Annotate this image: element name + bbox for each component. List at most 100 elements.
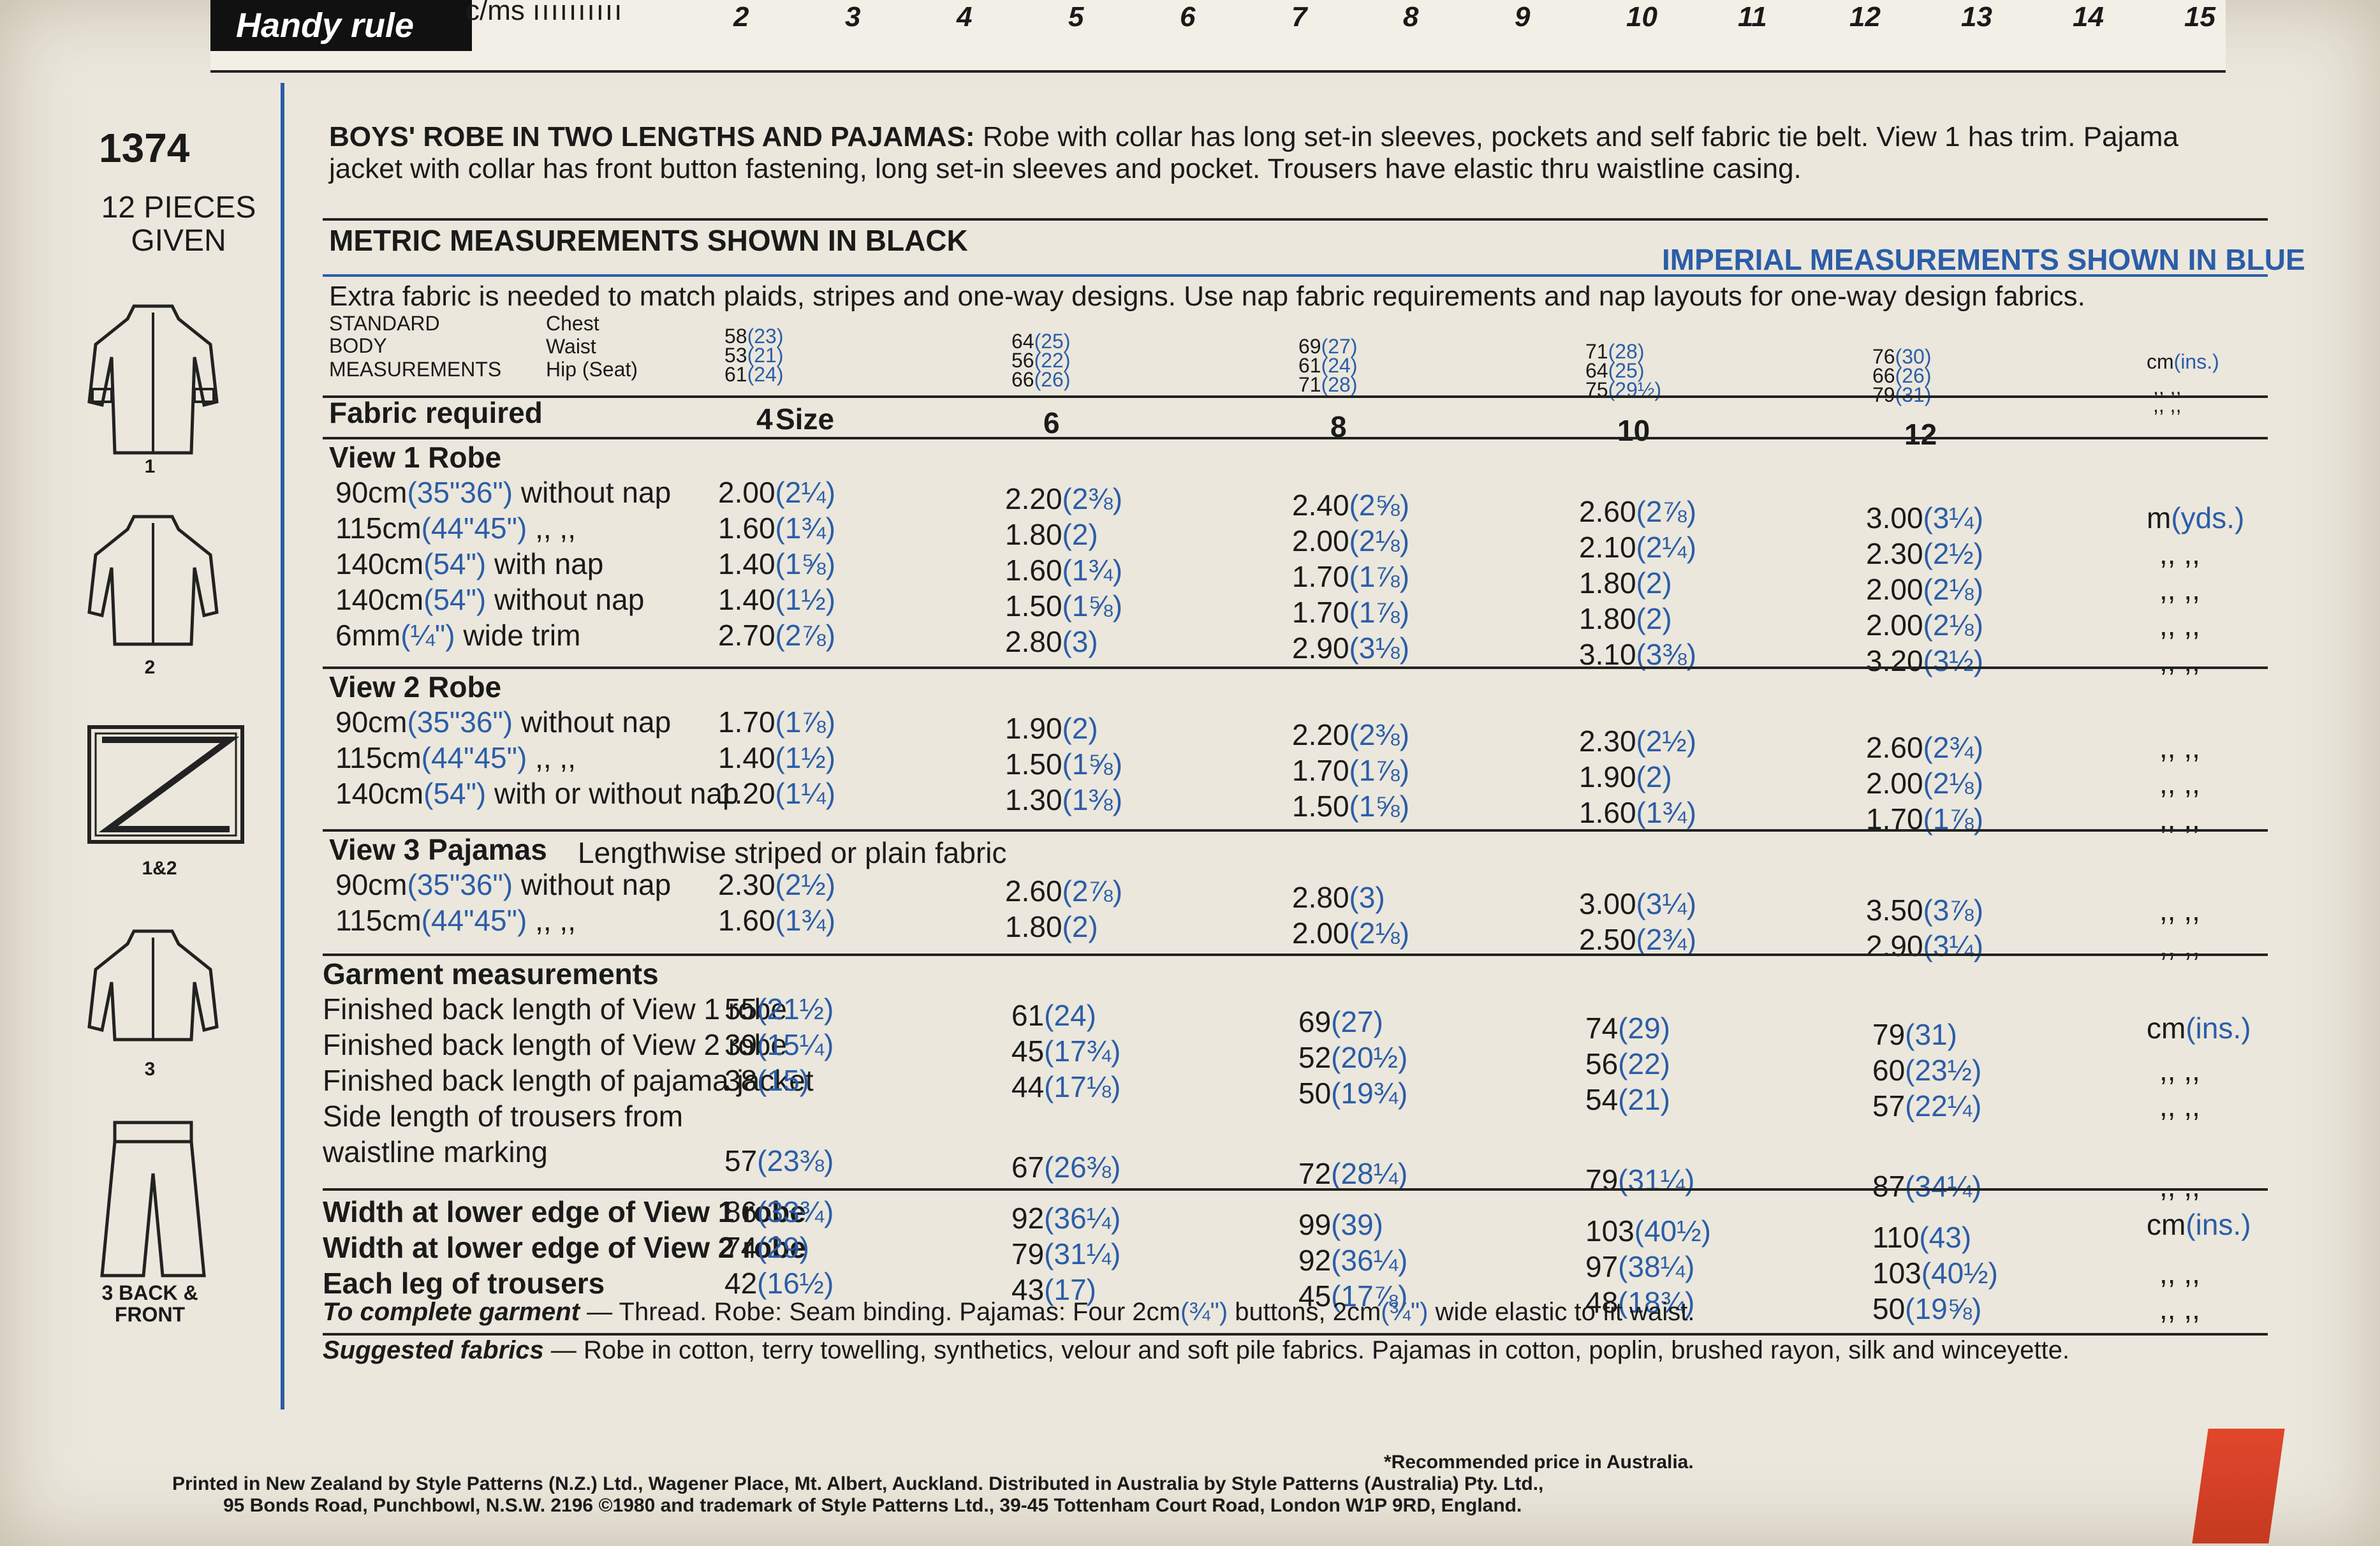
fabric-cell-yds: (1⅞) xyxy=(1349,596,1410,629)
fabric-cell-yds: (2¼) xyxy=(1636,531,1697,564)
width-cell-cm: 74 xyxy=(724,1231,758,1264)
fabric-cell-yds: (3) xyxy=(1349,881,1385,914)
garment-cell-cm: 38 xyxy=(724,1064,758,1097)
garment-cell: 55(21½) xyxy=(724,992,834,1026)
body-measure-cm: 56 xyxy=(1011,349,1034,372)
fabric-cell: 2.20(2⅜) xyxy=(1005,482,1122,516)
section-rule xyxy=(323,1188,2268,1191)
fabric-cell-yds: (2⅞) xyxy=(1062,874,1123,908)
fabric-row-label: 140cm(54") with or without nap xyxy=(335,776,739,811)
fabric-cell-m: 3.00 xyxy=(1866,501,1923,534)
width-cell: 86(33¾) xyxy=(724,1195,834,1229)
garment-cell-cm: 45 xyxy=(1011,1034,1045,1068)
garment-unit-in: (ins.) xyxy=(2185,1012,2251,1045)
garment-cell: 61(24) xyxy=(1011,998,1096,1033)
fabric-unit: m(yds.) xyxy=(2147,501,2244,535)
fig-label-back-front: 3 BACK & FRONT xyxy=(101,1281,198,1326)
fabric-cell: 2.40(2⅝) xyxy=(1292,488,1409,522)
fabric-cell: 1.40(1½) xyxy=(718,740,835,775)
garment-cell-in: (22¼) xyxy=(1905,1089,1982,1123)
section-rule xyxy=(323,829,2268,832)
fabric-cell: 1.50(1⅝) xyxy=(1292,789,1409,823)
fabric-width-cm: 140cm xyxy=(335,777,424,810)
fabric-cell-yds: (1¾) xyxy=(1636,796,1697,829)
fabric-cell-m: 1.20 xyxy=(718,777,775,810)
ruler-tick: 5 xyxy=(1068,1,1084,33)
fabric-cell: 1.60(1¾) xyxy=(718,511,835,545)
width-cell: 79(31¼) xyxy=(1011,1237,1120,1271)
fabric-cell-yds: (2⅞) xyxy=(1636,495,1697,528)
garment-cell-in: (31) xyxy=(1905,1018,1957,1051)
complete-garment-note: To complete garment — Thread. Robe: Seam… xyxy=(323,1298,1695,1326)
garment-cell-cm: 72 xyxy=(1298,1157,1332,1190)
body-measure-cell: 61(24) xyxy=(724,364,784,385)
garment-cell-in: (27) xyxy=(1331,1005,1383,1038)
fabric-width-in: (54") xyxy=(423,583,487,616)
fabric-cell-m: 2.80 xyxy=(1292,881,1349,914)
width-cell: 92(36¼) xyxy=(1011,1201,1120,1235)
measurements-label: MEASUREMENTS xyxy=(329,358,502,381)
ditto-mark: ,, ,, xyxy=(2159,644,2200,677)
body-measure-in: (28) xyxy=(1321,373,1358,396)
width-cell-cm: 42 xyxy=(724,1267,758,1300)
body-row-label: Hip (Seat) xyxy=(546,358,638,381)
garment-cell-cm: 50 xyxy=(1298,1077,1332,1110)
ditto-mark: ,, ,, xyxy=(2159,1292,2200,1325)
fabric-cell: 3.50(3⅞) xyxy=(1866,893,1983,927)
fabric-cell: 1.60(1¾) xyxy=(718,903,835,938)
width-cell-cm: 48 xyxy=(1585,1286,1619,1319)
fabric-row-label: 115cm(44"45") ,, ,, xyxy=(335,511,576,545)
fabric-cell-m: 1.80 xyxy=(1005,518,1062,551)
width-cell: 103(40½) xyxy=(1585,1214,1711,1248)
width-cell-in: (17) xyxy=(1044,1273,1096,1306)
fabric-width-in: (35"36") xyxy=(407,868,513,901)
view-title: View 2 Robe xyxy=(329,670,502,703)
fabric-cell: 1.50(1⅝) xyxy=(1005,589,1122,623)
width-cell-cm: 103 xyxy=(1872,1256,1921,1290)
garment-cell: 87(34¼) xyxy=(1872,1169,1981,1204)
width-cell: 48(18¾) xyxy=(1585,1285,1694,1320)
robe-view-2-illustration xyxy=(87,515,219,646)
width-cell-in: (31¼) xyxy=(1044,1237,1121,1270)
fabric-cell: 1.70(1⅞) xyxy=(718,705,835,739)
fabric-cell-m: 2.10 xyxy=(1579,531,1636,564)
size-label: Size xyxy=(775,402,835,436)
garment-cell: 74(29) xyxy=(1585,1011,1670,1045)
garment-cell-in: (26⅜) xyxy=(1044,1151,1121,1184)
width-cell: 45(17⅞) xyxy=(1298,1279,1407,1313)
body-measure-in: (25) xyxy=(1608,359,1645,382)
ruler-tick: 3 xyxy=(845,1,861,33)
width-cell: 110(43) xyxy=(1872,1220,1971,1255)
fabric-cell-m: 1.50 xyxy=(1005,589,1062,622)
fabric-cell-yds: (1¾) xyxy=(775,904,836,937)
ruler-tick: 8 xyxy=(1403,1,1419,33)
width-cell-cm: 99 xyxy=(1298,1208,1332,1241)
garment-cell-cm: 79 xyxy=(1872,1018,1906,1051)
body-measure-cm: 76 xyxy=(1872,345,1895,368)
body-label: BODY xyxy=(329,334,387,357)
fabric-cell-yds: (2⅝) xyxy=(1349,489,1410,522)
ditto-mark: ,, ,, xyxy=(2159,1054,2200,1087)
fabric-row-label: 6mm(¼") wide trim xyxy=(335,618,580,652)
fabric-row-desc: ,, ,, xyxy=(527,512,576,545)
fabric-cell-m: 2.60 xyxy=(1005,874,1062,908)
fabric-width-cm: 115cm xyxy=(335,904,422,937)
garment-cell: 57(22¼) xyxy=(1872,1089,1981,1123)
fabric-cell: 2.60(2⅞) xyxy=(1005,874,1122,908)
fabric-cell-m: 1.80 xyxy=(1579,566,1636,600)
garment-cell-in: (19¾) xyxy=(1331,1077,1408,1110)
garment-cell-cm: 60 xyxy=(1872,1054,1906,1087)
garment-cell-in: (15¼) xyxy=(757,1028,834,1061)
pattern-title: BOYS' ROBE IN TWO LENGTHS AND PAJAMAS: xyxy=(329,121,975,152)
fabric-cell-m: 2.30 xyxy=(1579,725,1636,758)
garment-cell-cm: 54 xyxy=(1585,1083,1619,1116)
ditto-mark: ,, ,, xyxy=(2159,894,2200,927)
body-measure-cell: 61(24) xyxy=(1298,355,1358,376)
garment-cell-cm: 44 xyxy=(1011,1070,1045,1103)
body-measure-in: (30) xyxy=(1895,345,1932,368)
body-measure-in: (26) xyxy=(1895,364,1932,387)
body-row-label: Waist xyxy=(546,335,596,358)
fabric-cell-yds: (2⅜) xyxy=(1062,482,1123,515)
garment-cell: 45(17¾) xyxy=(1011,1034,1120,1068)
fabric-cell-yds: (2⅛) xyxy=(1923,573,1984,606)
